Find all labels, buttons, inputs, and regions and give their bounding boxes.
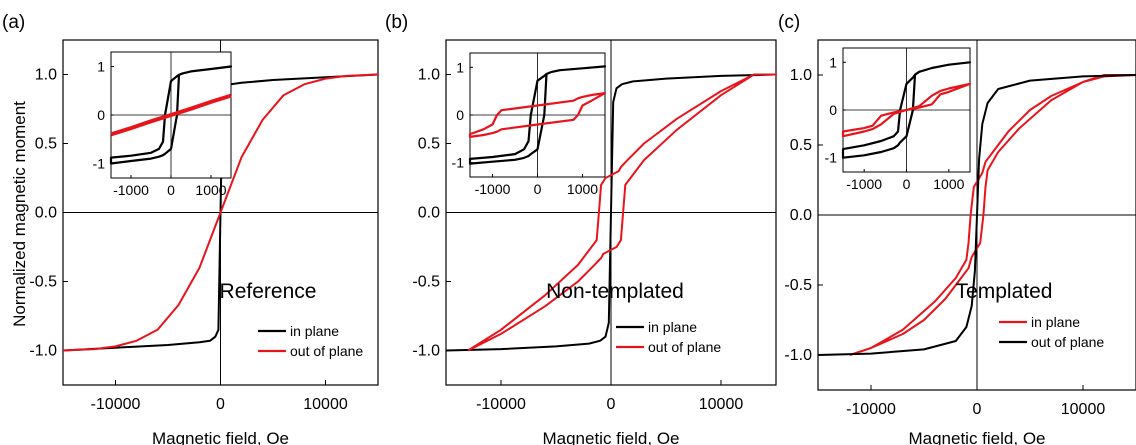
panel-a: (a)-1.0-0.50.00.51.0-10000 0 10000Magnetic…	[2, 12, 378, 445]
y-tick-label: 1.0	[418, 67, 440, 84]
inset-x-tick-label: -1000	[113, 182, 149, 198]
y-axis-label: Normalized magnetic moment	[10, 101, 29, 327]
inset-x-tick-label: 0	[903, 176, 911, 192]
inset-x-tick-label: -1000	[846, 176, 882, 192]
x-axis-label: Magnetic field, Oe	[152, 429, 289, 445]
legend-label: out of plane	[648, 339, 721, 355]
y-tick-label: -0.5	[784, 277, 812, 294]
y-tick-label: 0.0	[790, 207, 812, 224]
x-tick-label: 0	[607, 396, 616, 413]
panel-label: (c)	[778, 12, 800, 33]
inset-x-tick-label: 0	[534, 181, 542, 197]
x-tick-label: -10000	[846, 401, 896, 418]
inset-y-tick-label: 0	[97, 107, 105, 123]
x-tick-label: 0	[216, 396, 225, 413]
inset-x-tick-label: 1000	[567, 181, 598, 197]
x-tick-label: -10000	[91, 396, 141, 413]
inset-y-tick-label: -1	[825, 150, 838, 166]
legend-label: out of plane	[1031, 334, 1104, 350]
y-tick-label: -1.0	[784, 347, 812, 364]
y-tick-label: 1.0	[35, 67, 57, 84]
legend-label: in plane	[1031, 314, 1080, 330]
panel-label: (a)	[2, 12, 25, 33]
inset-plot: -1 0 1 -1000 0 1000	[93, 52, 231, 198]
x-axis-label: Magnetic field, Oe	[908, 429, 1045, 445]
y-tick-label: -1.0	[412, 343, 440, 360]
y-tick-label: -0.5	[412, 274, 440, 291]
y-tick-label: 0.0	[35, 205, 57, 222]
inset-y-tick-label: 1	[456, 59, 464, 75]
inset-y-tick-label: 1	[829, 54, 837, 70]
y-tick-label: 0.0	[418, 205, 440, 222]
panel-c: (c)-1.0-0.50.00.51.0-10000 0 10000Magnetic…	[778, 12, 1136, 445]
panel-b: (b)-1.0-0.50.00.51.0-10000 0 10000Magnetic…	[385, 12, 776, 445]
y-tick-label: 0.5	[790, 137, 812, 154]
inset-y-tick-label: -1	[452, 155, 465, 171]
inset-plot: -1 0 1 -1000 0 1000	[825, 48, 970, 192]
inset-plot: -1 0 1 -1000 0 1000	[452, 53, 605, 197]
inset-y-tick-label: 1	[97, 59, 105, 75]
inset-x-tick-label: -1000	[475, 181, 511, 197]
x-tick-label: 10000	[699, 396, 744, 413]
x-tick-label: 10000	[303, 396, 348, 413]
panel-title: Templated	[956, 280, 1053, 303]
panel-title: Non-templated	[546, 280, 684, 303]
y-tick-label: 1.0	[790, 67, 812, 84]
panel-title: Reference	[220, 280, 317, 303]
x-axis-label: Magnetic field, Oe	[542, 429, 679, 445]
inset-x-tick-label: 1000	[195, 182, 226, 198]
y-tick-label: -1.0	[29, 343, 57, 360]
inset-x-tick-label: 0	[167, 182, 175, 198]
legend-label: in plane	[648, 319, 697, 335]
legend-label: out of plane	[290, 343, 363, 359]
inset-y-tick-label: -1	[93, 155, 106, 171]
y-tick-label: 0.5	[35, 136, 57, 153]
x-tick-label: 10000	[1061, 401, 1106, 418]
legend-label: in plane	[290, 323, 339, 339]
inset-y-tick-label: 0	[456, 107, 464, 123]
x-tick-label: 0	[973, 401, 982, 418]
inset-x-tick-label: 1000	[933, 176, 964, 192]
y-tick-label: 0.5	[418, 136, 440, 153]
y-tick-label: -0.5	[29, 274, 57, 291]
inset-y-tick-label: 0	[829, 102, 837, 118]
x-tick-label: -10000	[476, 396, 526, 413]
panel-label: (b)	[385, 12, 408, 33]
